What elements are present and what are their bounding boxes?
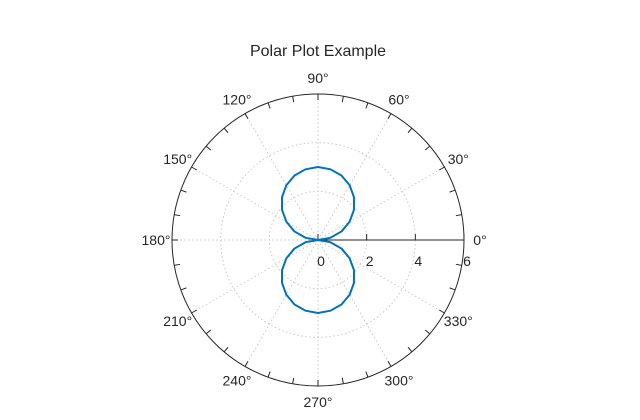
theta-tick-340 — [449, 287, 456, 291]
theta-tick-320 — [424, 329, 431, 335]
theta-tick-230 — [223, 346, 229, 353]
r-tick-label-2: 2 — [366, 253, 374, 269]
grid-spoke-210 — [191, 239, 319, 314]
theta-tick-label-270: 270° — [304, 394, 333, 410]
theta-tick-label-30: 30° — [448, 151, 469, 167]
theta-tick-label-120: 120° — [223, 92, 252, 108]
theta-tick-160 — [180, 189, 187, 193]
theta-tick-label-0: 0° — [473, 232, 486, 248]
theta-tick-350 — [455, 263, 462, 266]
theta-tick-100 — [292, 96, 295, 103]
theta-tick-50 — [407, 127, 413, 134]
theta-tick-130 — [223, 127, 229, 134]
grid-spoke-30 — [317, 166, 445, 241]
grid-spoke-120 — [244, 113, 319, 241]
theta-tick-label-60: 60° — [388, 92, 409, 108]
series-line-0 — [281, 166, 355, 314]
theta-tick-label-180: 180° — [142, 232, 171, 248]
theta-tick-170 — [174, 214, 181, 217]
grid-spoke-60 — [317, 113, 392, 241]
theta-tick-70 — [365, 102, 369, 109]
theta-tick-290 — [365, 371, 369, 378]
theta-tick-80 — [341, 96, 344, 103]
r-tick-label-4: 4 — [414, 253, 422, 269]
theta-tick-label-300: 300° — [385, 372, 414, 388]
grid-spoke-330 — [317, 239, 445, 314]
theta-tick-300 — [387, 360, 392, 367]
polar-grid — [172, 94, 445, 386]
theta-tick-label-150: 150° — [163, 151, 192, 167]
theta-tick-label-210: 210° — [163, 313, 192, 329]
r-tick-label-6: 6 — [463, 253, 471, 269]
theta-tick-190 — [174, 263, 181, 266]
polar-axes — [171, 93, 465, 387]
theta-tick-250 — [267, 371, 271, 378]
theta-tick-240 — [244, 360, 249, 367]
theta-tick-280 — [341, 377, 344, 384]
theta-tick-260 — [292, 377, 295, 384]
series-layer — [281, 166, 355, 314]
theta-tick-310 — [407, 346, 413, 353]
grid-spoke-300 — [317, 239, 392, 367]
theta-tick-140 — [205, 145, 212, 151]
theta-tick-40 — [424, 145, 431, 151]
theta-tick-220 — [205, 329, 212, 335]
tick-labels: 0° 30° 60° 90° 120° 150° 180° 210° 240° 270° 300° 3… — [142, 70, 487, 410]
theta-tick-30 — [438, 166, 445, 171]
theta-tick-label-90: 90° — [307, 70, 328, 86]
grid-spoke-150 — [191, 166, 319, 241]
theta-tick-210 — [191, 309, 198, 314]
theta-tick-110 — [267, 102, 271, 109]
chart-title: Polar Plot Example — [250, 43, 386, 60]
theta-tick-60 — [387, 113, 392, 120]
theta-tick-120 — [244, 113, 249, 120]
theta-tick-10 — [455, 214, 462, 217]
theta-tick-label-330: 330° — [444, 313, 473, 329]
theta-tick-200 — [180, 287, 187, 291]
r-tick-label-0: 0 — [317, 253, 325, 269]
theta-tick-330 — [438, 309, 445, 314]
theta-tick-150 — [191, 166, 198, 171]
theta-tick-label-240: 240° — [223, 372, 252, 388]
grid-spoke-240 — [244, 239, 319, 367]
theta-tick-20 — [449, 189, 456, 193]
